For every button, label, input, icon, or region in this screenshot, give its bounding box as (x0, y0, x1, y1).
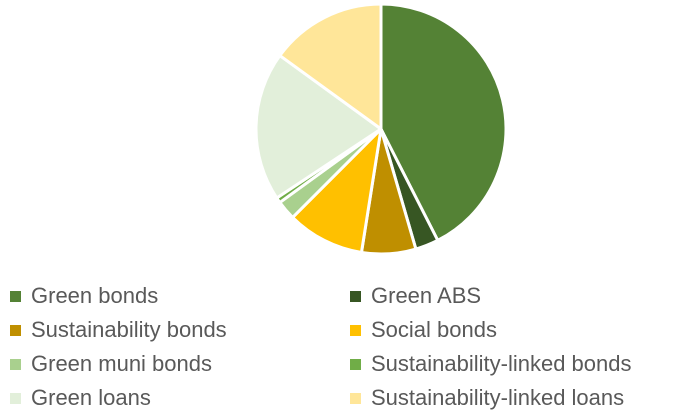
legend-swatch (350, 392, 361, 404)
legend-item-green-bonds: Green bonds (10, 282, 158, 310)
pie-chart (254, 2, 508, 256)
pie-slice-sustainability-linked-loans (278, 2, 383, 131)
legend-item-green-abs: Green ABS (350, 282, 481, 310)
legend-item-sustainability-bonds: Sustainability bonds (10, 316, 227, 344)
pie-slice-green-bonds (379, 2, 508, 242)
legend-item-sustainability-linked-loans: Sustainability-linked loans (350, 384, 624, 412)
legend: Green bonds Green ABS Sustainability bon… (0, 280, 680, 415)
legend-label: Sustainability-linked bonds (371, 351, 632, 376)
legend-label: Sustainability bonds (31, 317, 227, 342)
legend-swatch (10, 324, 21, 336)
legend-item-social-bonds: Social bonds (350, 316, 497, 344)
legend-label: Social bonds (371, 317, 497, 342)
legend-swatch (350, 324, 361, 336)
pie-slice-green-loans (254, 54, 383, 200)
legend-item-green-loans: Green loans (10, 384, 151, 412)
legend-item-green-muni-bonds: Green muni bonds (10, 350, 212, 378)
legend-swatch (10, 290, 21, 302)
legend-label: Sustainability-linked loans (371, 385, 625, 410)
legend-label: Green muni bonds (31, 351, 212, 376)
legend-item-sustainability-linked-bonds: Sustainability-linked bonds (350, 350, 632, 378)
legend-swatch (10, 392, 21, 404)
legend-label: Green loans (31, 385, 151, 410)
pie-slice-social-bonds (291, 127, 383, 254)
legend-swatch (350, 358, 361, 370)
legend-swatch (10, 358, 21, 370)
legend-label: Green bonds (31, 283, 159, 308)
legend-label: Green ABS (371, 283, 482, 308)
legend-swatch (350, 290, 361, 302)
